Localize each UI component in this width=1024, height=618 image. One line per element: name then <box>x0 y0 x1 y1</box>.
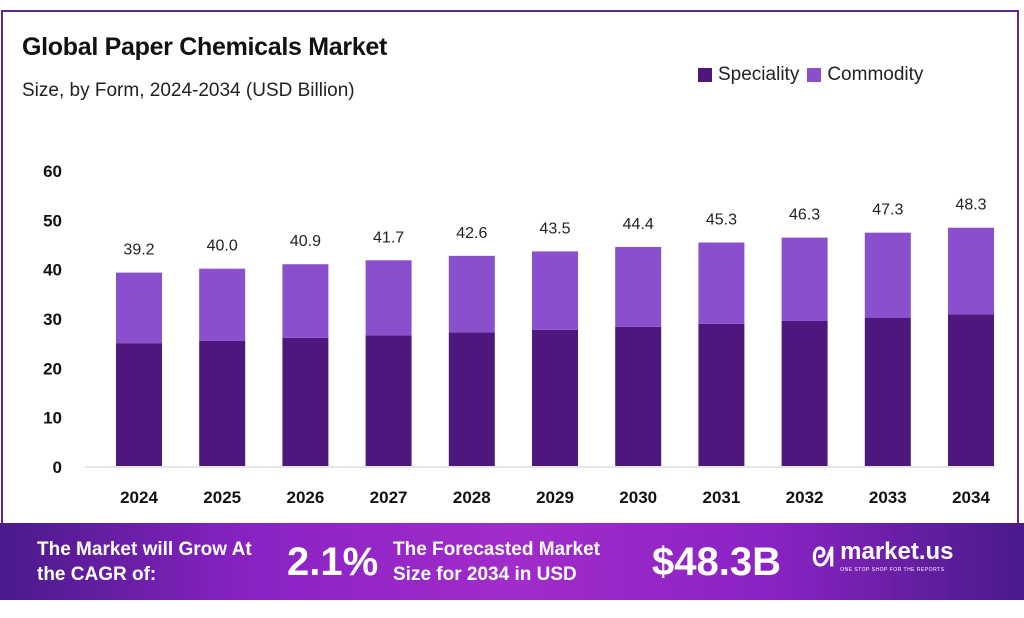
x-tick-label: 2030 <box>619 488 657 507</box>
data-label: 44.4 <box>623 216 654 233</box>
chart-title: Global Paper Chemicals Market <box>22 33 388 61</box>
legend-swatch <box>807 68 822 82</box>
forecast-text: The Forecasted Market Size for 2034 in U… <box>393 537 628 587</box>
bar-speciality <box>615 326 662 466</box>
stacked-bar-chart: 010203040506039.2202440.0202540.9202641.… <box>43 162 995 507</box>
legend: Speciality Commodity <box>698 64 931 86</box>
data-label: 48.3 <box>955 197 986 214</box>
bar-commodity <box>116 272 162 344</box>
bar-speciality <box>116 343 162 466</box>
x-tick-label: 2034 <box>952 488 990 507</box>
bar-commodity <box>864 232 911 318</box>
x-tick-label: 2025 <box>203 488 241 507</box>
y-tick-label: 30 <box>43 310 62 329</box>
x-tick-label: 2032 <box>786 488 824 507</box>
footer-banner: The Market will Grow At the CAGR of: 2.1… <box>0 523 1024 600</box>
bar-commodity <box>365 260 412 336</box>
bar-speciality <box>864 318 911 466</box>
data-label: 41.7 <box>373 229 404 246</box>
data-label: 46.3 <box>789 207 820 224</box>
bar-speciality <box>698 323 745 466</box>
legend-label: Commodity <box>827 64 924 85</box>
brand-name: market.us <box>840 538 954 565</box>
chart-frame <box>1 10 1019 600</box>
bar-commodity <box>532 251 578 330</box>
bar-speciality <box>282 337 329 466</box>
y-tick-label: 20 <box>43 359 62 378</box>
x-tick-label: 2029 <box>536 488 574 507</box>
data-label: 40.0 <box>207 238 238 255</box>
chart-subtitle: Size, by Form, 2024-2034 (USD Billion) <box>22 80 355 101</box>
forecast-text-content: The Forecasted Market Size for 2034 in U… <box>393 539 600 585</box>
x-tick-label: 2026 <box>286 488 324 507</box>
bar-commodity <box>282 264 329 338</box>
bar-commodity <box>199 268 246 341</box>
logo-icon: ᘛ <box>812 541 835 572</box>
bar-commodity <box>781 237 828 321</box>
legend-item-commodity: Commodity <box>807 64 923 86</box>
data-label: 47.3 <box>872 202 903 219</box>
y-tick-label: 50 <box>43 211 62 230</box>
y-tick-label: 40 <box>43 261 62 280</box>
bar-speciality <box>948 314 994 466</box>
forecast-value: $48.3B <box>652 540 781 584</box>
bar-commodity <box>448 255 495 333</box>
data-label: 43.5 <box>539 220 570 237</box>
brand-tagline: ONE STOP SHOP FOR THE REPORTS <box>840 567 945 573</box>
bar-commodity <box>948 227 994 315</box>
x-tick-label: 2024 <box>120 488 158 507</box>
legend-item-speciality: Speciality <box>698 64 799 86</box>
y-tick-label: 0 <box>53 458 62 477</box>
y-tick-label: 60 <box>43 162 62 181</box>
legend-label: Speciality <box>718 64 800 85</box>
bar-commodity <box>698 242 745 324</box>
data-label: 45.3 <box>706 212 737 229</box>
bar-speciality <box>199 340 246 466</box>
bar-commodity <box>615 246 662 327</box>
data-label: 39.2 <box>123 242 154 259</box>
x-tick-label: 2028 <box>453 488 491 507</box>
x-tick-label: 2033 <box>869 488 907 507</box>
bar-speciality <box>365 335 412 466</box>
data-label: 42.6 <box>456 225 487 242</box>
brand-logo: ᘛ market.us ONE STOP SHOP FOR THE REPORT… <box>812 539 954 574</box>
y-tick-label: 10 <box>43 409 62 428</box>
legend-swatch <box>698 68 712 82</box>
data-label: 40.9 <box>290 233 321 250</box>
bar-speciality <box>532 329 578 466</box>
cagr-text: The Market will Grow At the CAGR of: <box>37 539 252 585</box>
x-tick-label: 2027 <box>370 488 408 507</box>
bar-speciality <box>781 320 828 466</box>
cagr-value: 2.1% <box>287 540 379 584</box>
x-tick-label: 2031 <box>702 488 740 507</box>
bar-speciality <box>448 332 495 466</box>
